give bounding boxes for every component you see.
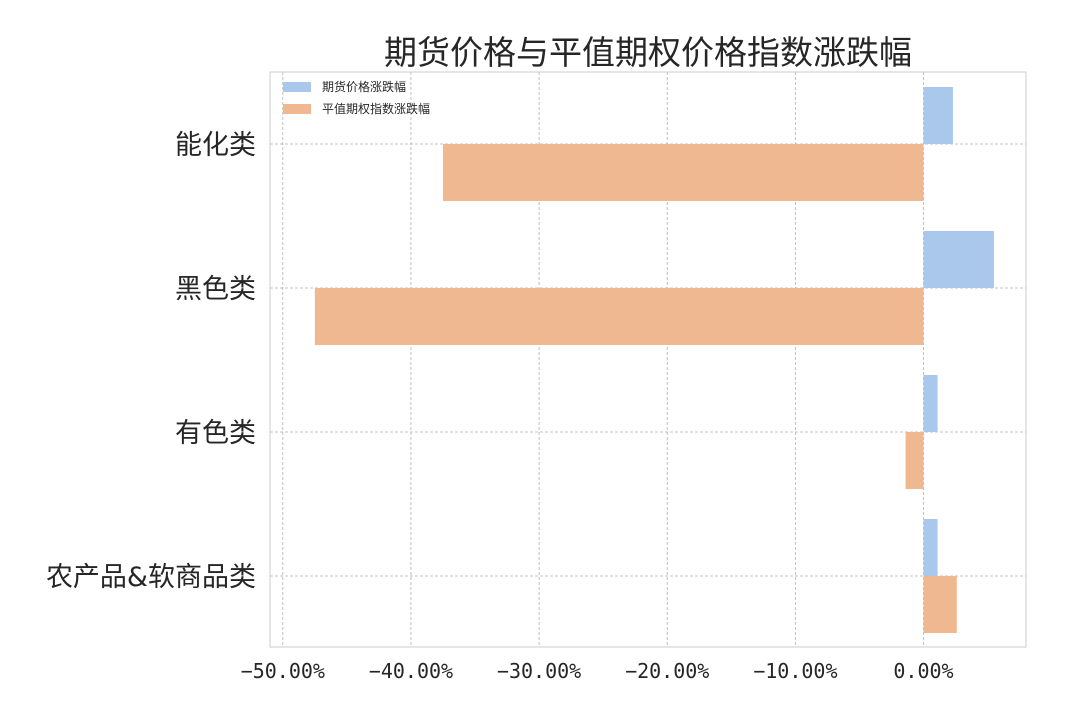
y-tick-label: 农产品&软商品类 — [46, 562, 256, 593]
bar-option-index-3 — [923, 576, 957, 633]
legend-swatch — [283, 82, 311, 92]
x-tick-label: 0.00% — [893, 659, 953, 683]
legend-swatch — [283, 104, 311, 114]
x-tick-label: −50.00% — [241, 659, 325, 683]
y-tick-label: 黑色类 — [175, 274, 256, 305]
x-axis-labels: −50.00% −40.00% −30.00% −20.00% −10.00% 0.00% — [241, 659, 954, 683]
y-tick-label: 能化类 — [175, 130, 256, 161]
bar-option-index-1 — [314, 288, 924, 345]
x-tick-label: −30.00% — [497, 659, 581, 683]
chart-title: 期货价格与平值期权价格指数涨跌幅 — [384, 33, 912, 72]
x-tick-label: −40.00% — [369, 659, 453, 683]
bar-futures-2 — [923, 375, 938, 432]
bar-futures-0 — [923, 87, 953, 144]
legend-label: 期货价格涨跌幅 — [322, 79, 406, 94]
bar-option-index-2 — [905, 432, 924, 489]
bars — [314, 87, 994, 633]
bar-futures-3 — [923, 519, 938, 576]
bar-option-index-0 — [442, 144, 924, 201]
legend-label: 平值期权指数涨跌幅 — [322, 101, 430, 116]
y-tick-label: 有色类 — [175, 418, 256, 449]
x-tick-label: −10.00% — [753, 659, 837, 683]
bar-futures-1 — [923, 231, 994, 288]
plot-frame — [269, 71, 1027, 648]
x-tick-label: −20.00% — [625, 659, 709, 683]
